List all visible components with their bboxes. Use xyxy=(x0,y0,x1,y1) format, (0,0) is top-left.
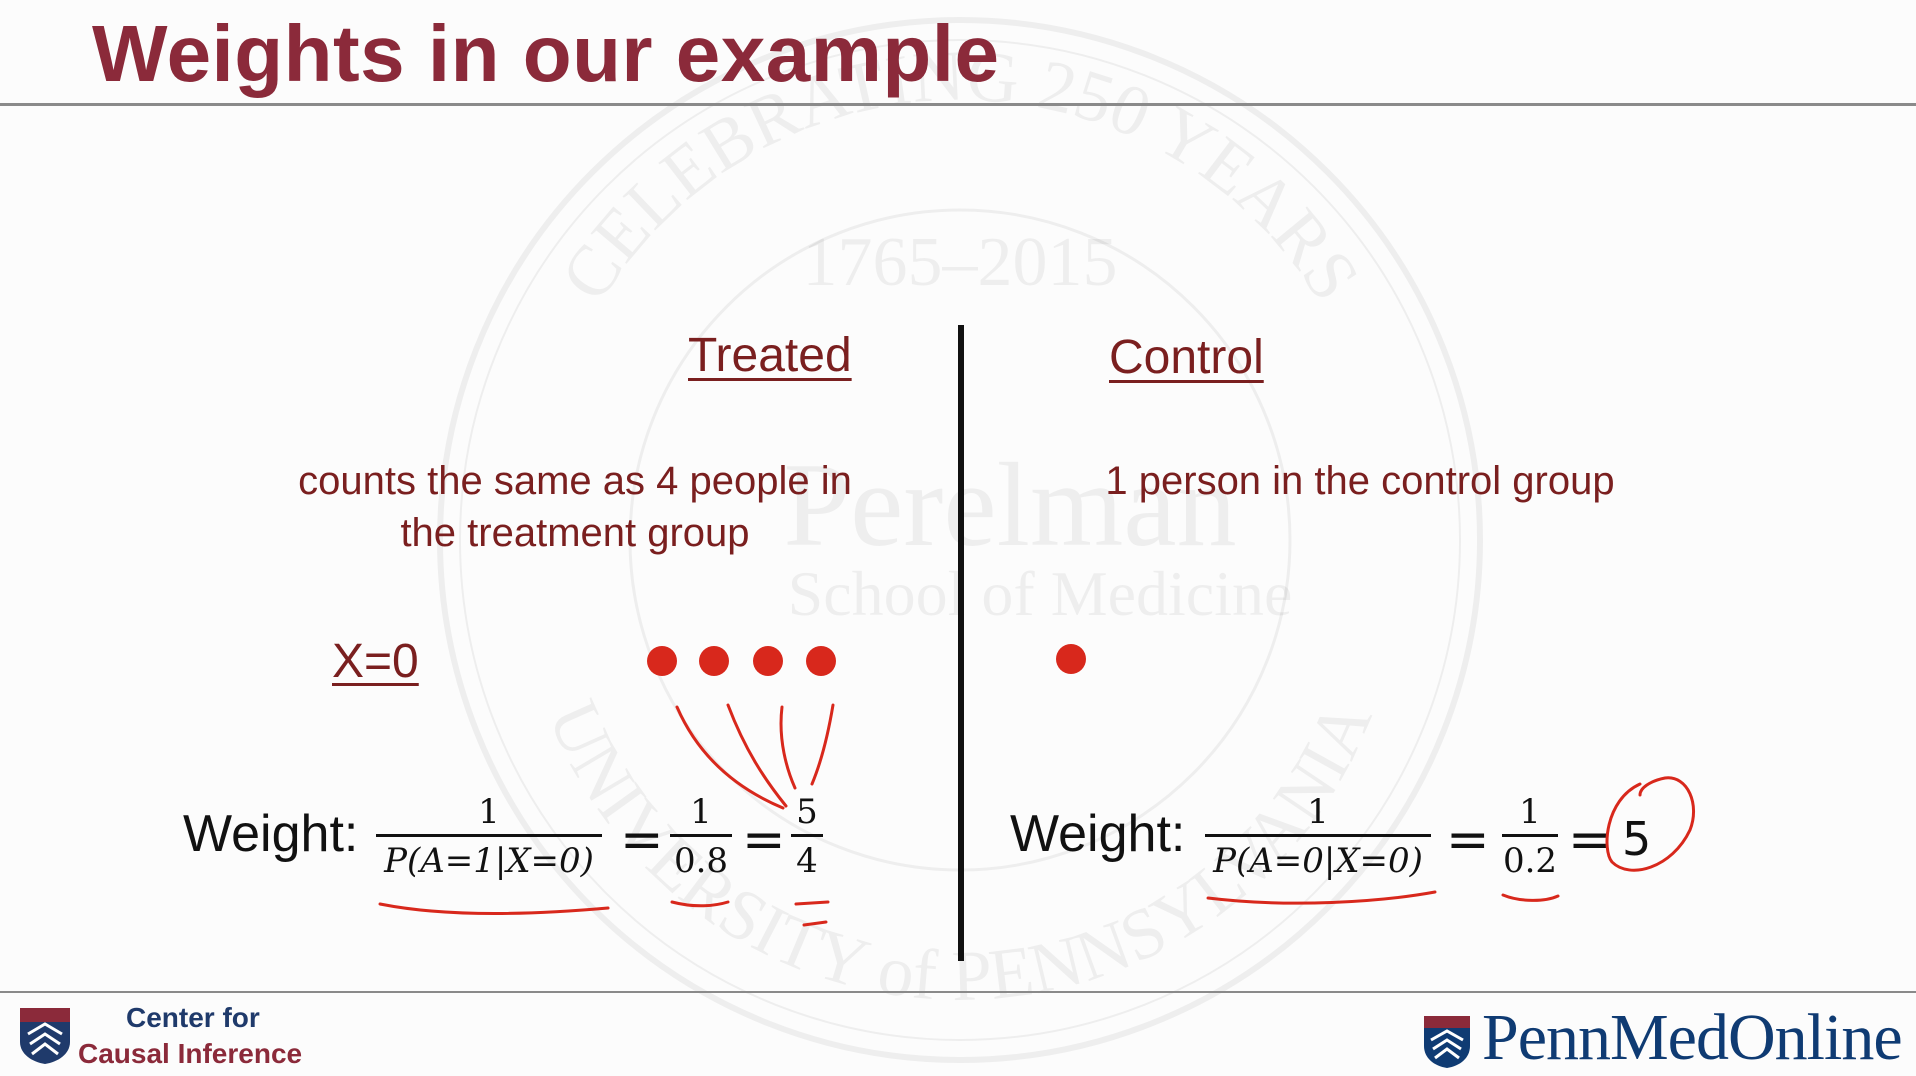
fraction-numerator: 1 xyxy=(1519,792,1541,832)
pennmedonline-logo: PennMedOnline xyxy=(1482,1001,1903,1074)
equals-sign: = xyxy=(1446,810,1490,870)
fraction-denominator: 0.8 xyxy=(673,841,729,881)
fraction-bar xyxy=(1502,834,1558,837)
x-equals-zero-label: X=0 xyxy=(332,635,419,688)
treated-person-dot xyxy=(806,646,836,676)
fraction-numerator: 1 xyxy=(690,792,712,832)
annotation-underline xyxy=(670,900,730,908)
slide-title: Weights in our example xyxy=(92,9,1000,98)
treated-weight-label: Weight: xyxy=(183,805,359,863)
treated-fraction-result: 5 4 xyxy=(791,790,823,885)
fraction-numerator: 1 xyxy=(478,792,500,832)
fraction-denominator: P(A=0|X=0) xyxy=(1213,841,1423,881)
equals-sign: = xyxy=(1568,810,1612,870)
control-weight-label: Weight: xyxy=(1010,805,1186,863)
fraction-bar xyxy=(376,834,602,837)
annotation-stroke xyxy=(779,705,797,790)
pennmed-shield-icon xyxy=(1424,1016,1470,1068)
control-fraction-value: 1 0.2 xyxy=(1502,790,1558,885)
footer-divider xyxy=(0,991,1916,993)
fraction-numerator: 5 xyxy=(796,792,818,832)
watermark-name: Perelman xyxy=(783,438,1236,571)
equals-sign: = xyxy=(620,810,664,870)
center-for-causal-inference-logo: Center for Causal Inference xyxy=(78,1000,302,1072)
annotation-underline xyxy=(1206,890,1437,905)
title-divider xyxy=(0,103,1916,106)
center-name-line1: Center for xyxy=(126,1002,260,1033)
annotation-stroke xyxy=(726,703,788,808)
annotation-stroke xyxy=(810,703,835,786)
column-divider xyxy=(958,325,964,961)
treated-heading: Treated xyxy=(688,329,852,382)
fraction-bar xyxy=(1205,834,1431,837)
watermark-years: 1765–2015 xyxy=(803,224,1118,301)
annotation-underline xyxy=(802,920,828,927)
control-person-dot xyxy=(1056,644,1086,674)
control-weight-result: 5 xyxy=(1622,812,1652,866)
fraction-numerator: 1 xyxy=(1307,792,1329,832)
treated-fraction-ipw: 1 P(A=1|X=0) xyxy=(376,790,602,885)
fraction-denominator: 0.2 xyxy=(1502,841,1558,881)
fraction-bar xyxy=(670,834,732,837)
center-name-line2: Causal Inference xyxy=(78,1038,303,1069)
fraction-denominator: 4 xyxy=(796,841,818,881)
treated-fraction-value: 1 0.8 xyxy=(670,790,732,885)
annotation-stroke xyxy=(675,705,785,810)
control-fraction-ipw: 1 P(A=0|X=0) xyxy=(1205,790,1431,885)
control-heading: Control xyxy=(1109,331,1264,384)
treated-description-line2: the treatment group xyxy=(400,511,750,555)
control-description: 1 person in the control group xyxy=(1105,459,1615,503)
annotation-underline xyxy=(1501,893,1560,902)
watermark-school: School of Medicine xyxy=(788,558,1293,629)
treated-person-dot xyxy=(699,646,729,676)
equals-sign: = xyxy=(742,810,786,870)
annotation-underline xyxy=(794,900,830,906)
fraction-bar xyxy=(791,834,823,837)
treated-description: counts the same as 4 people in the treat… xyxy=(270,455,880,559)
treated-person-dot xyxy=(647,646,677,676)
annotation-underline xyxy=(378,902,610,915)
annotation-circle xyxy=(1605,776,1695,872)
fraction-denominator: P(A=1|X=0) xyxy=(384,841,594,881)
penn-shield-icon xyxy=(20,1008,70,1064)
treated-description-line1: counts the same as 4 people in xyxy=(298,459,852,503)
treated-person-dot xyxy=(753,646,783,676)
